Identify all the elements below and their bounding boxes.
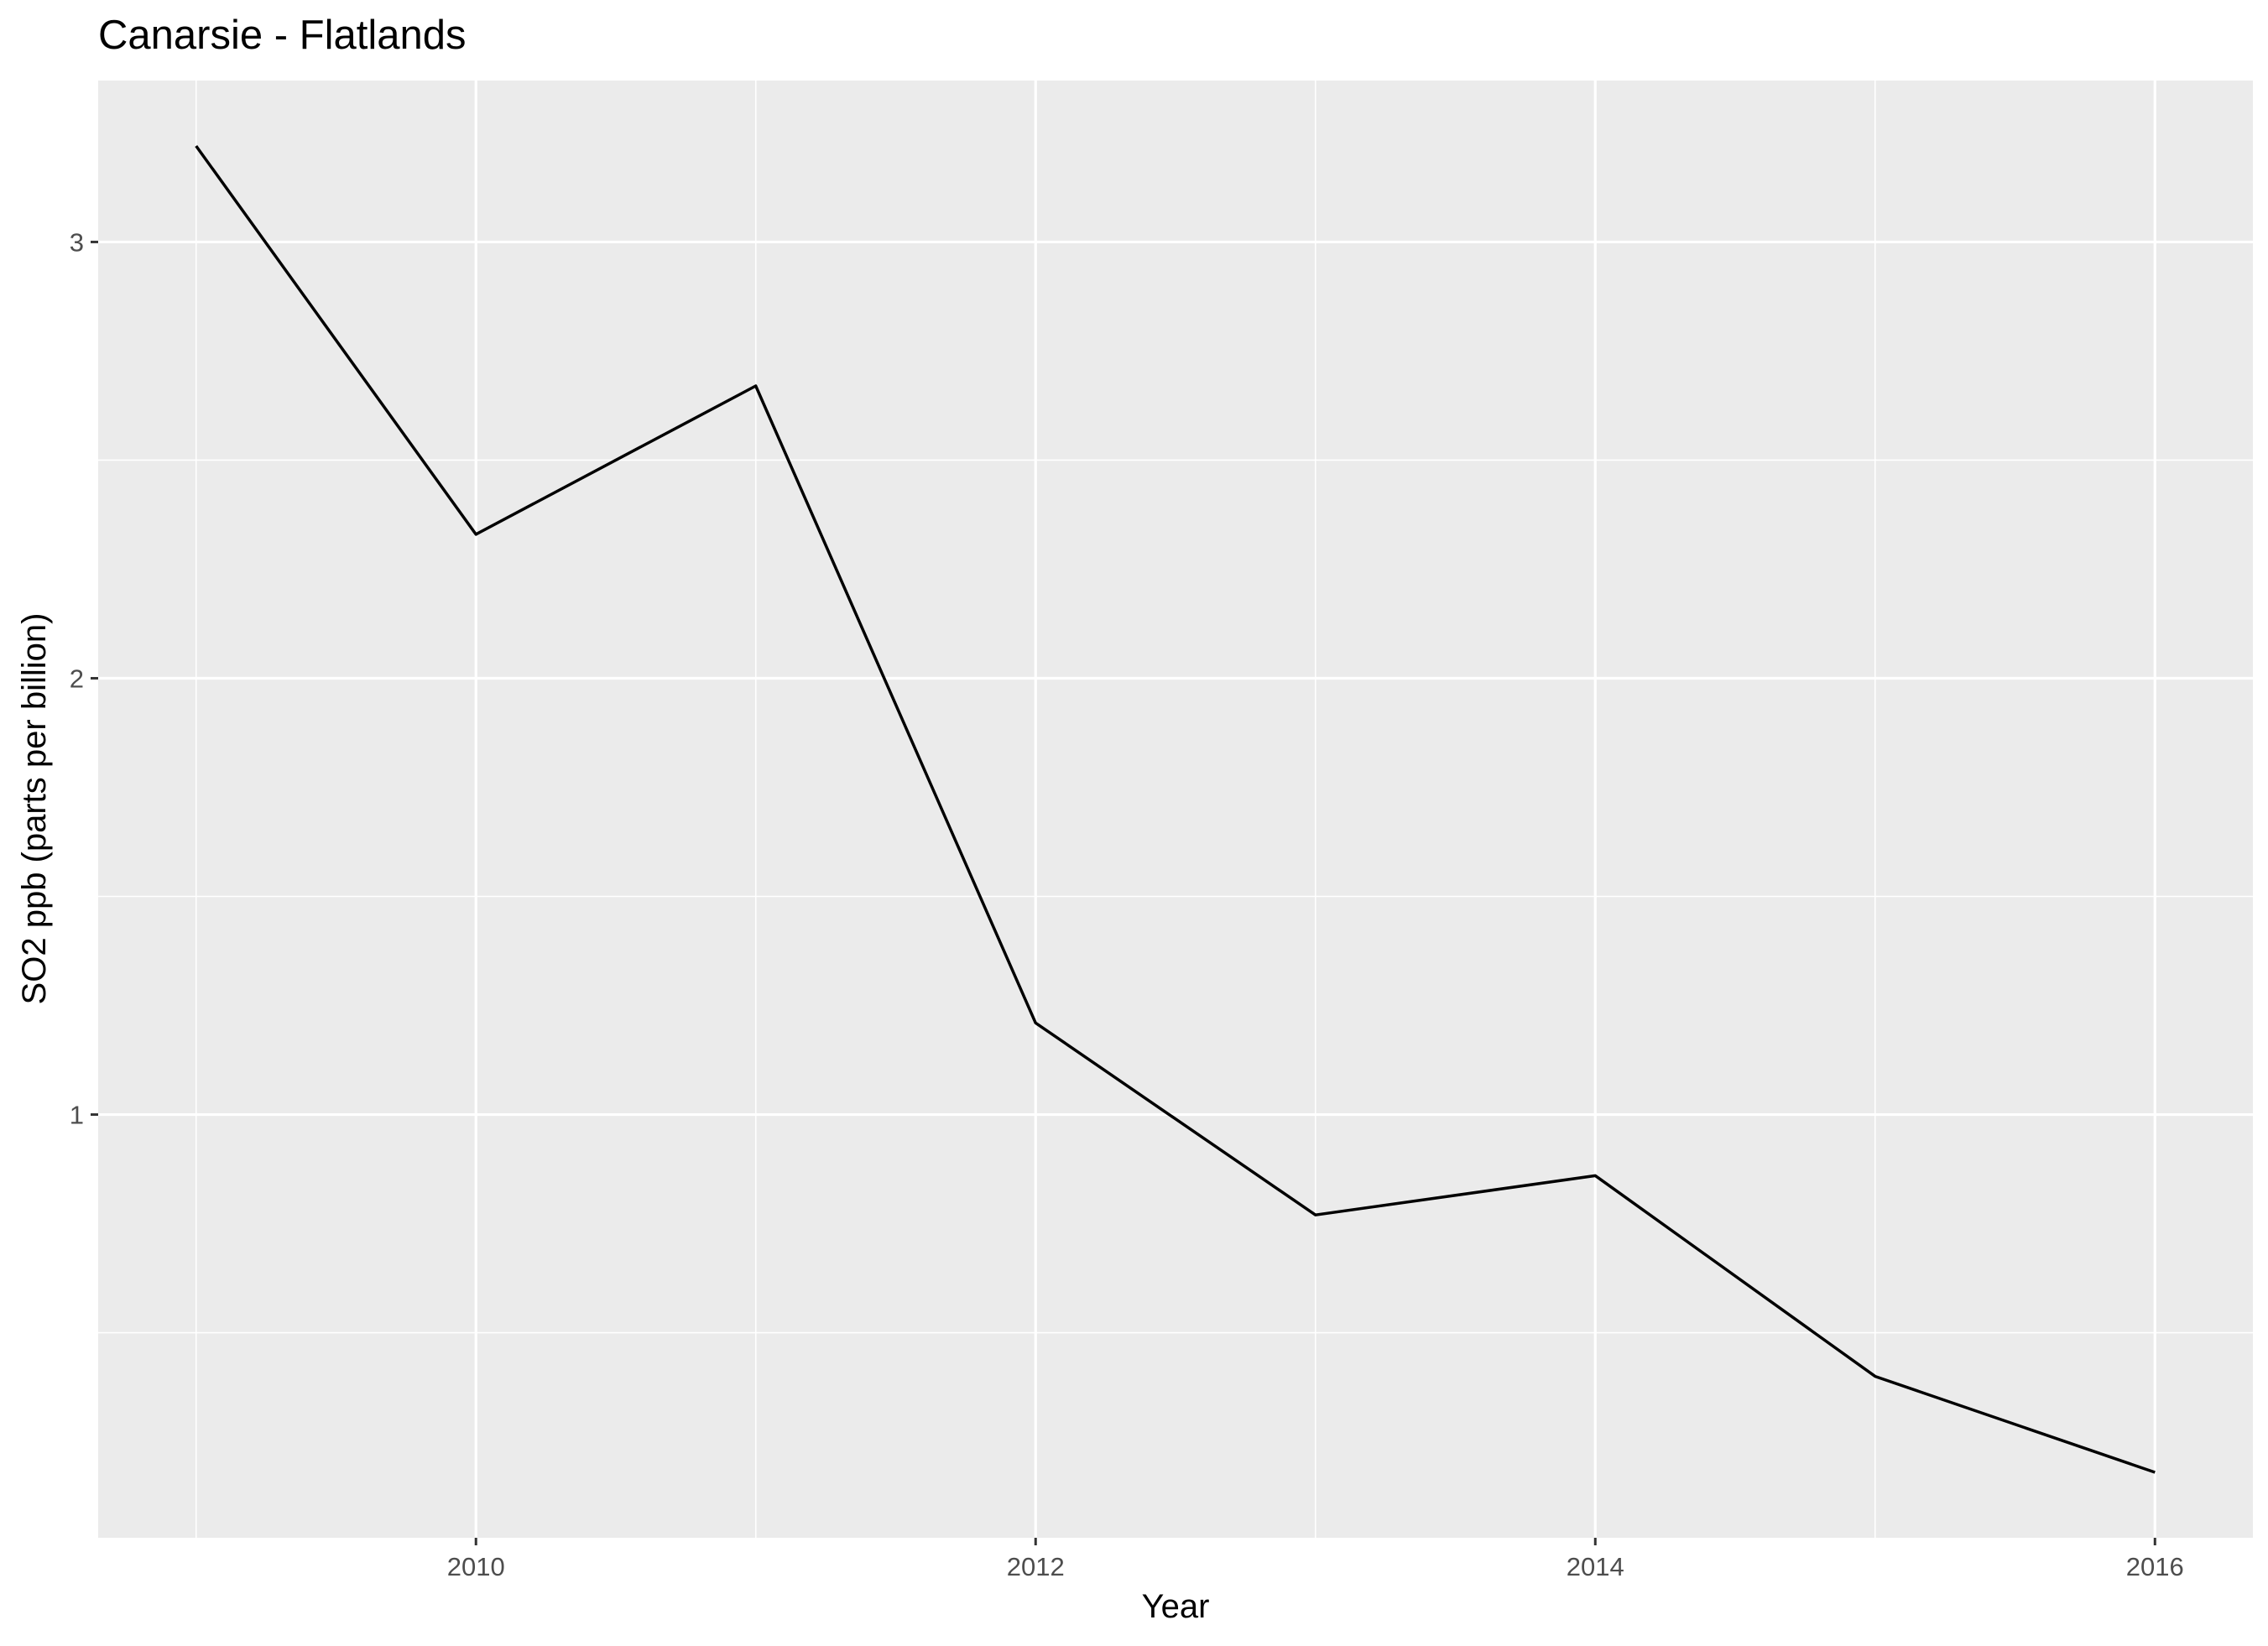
y-axis-title: SO2 ppb (parts per billion) xyxy=(16,613,53,1005)
y-axis: 1 2 3 xyxy=(70,227,98,1130)
y-tick-label: 2 xyxy=(70,664,84,693)
series-line xyxy=(195,144,2156,1474)
x-axis: 2010 2012 2014 2016 xyxy=(447,1538,2184,1581)
chart-title: Canarsie - Flatlands xyxy=(98,13,466,58)
x-tick-label: 2014 xyxy=(1567,1552,1624,1581)
x-axis-title: Year xyxy=(1142,1588,1210,1625)
plot-panel xyxy=(98,81,2253,1538)
x-tick-label: 2012 xyxy=(1007,1552,1065,1581)
x-tick-label: 2016 xyxy=(2126,1552,2184,1581)
y-tick-label: 3 xyxy=(70,227,84,257)
minor-gridlines xyxy=(98,81,2253,1538)
major-gridlines xyxy=(98,81,2253,1538)
y-tick-label: 1 xyxy=(70,1101,84,1130)
x-tick-label: 2010 xyxy=(447,1552,505,1581)
